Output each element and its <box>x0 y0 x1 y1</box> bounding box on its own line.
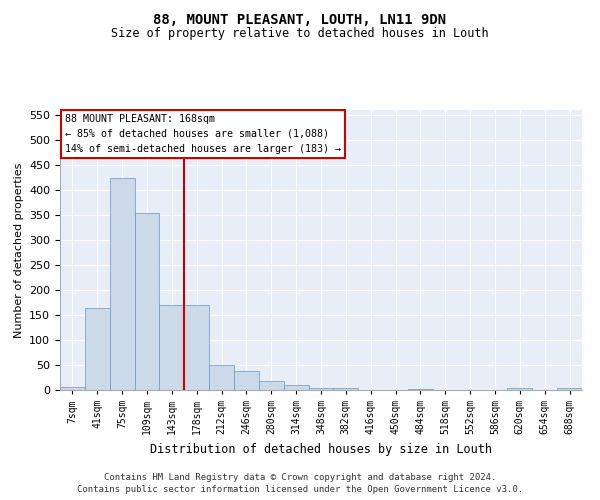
Bar <box>85 308 110 390</box>
Bar <box>60 386 85 390</box>
Bar <box>284 385 308 390</box>
Text: Distribution of detached houses by size in Louth: Distribution of detached houses by size … <box>150 442 492 456</box>
Bar <box>308 388 334 390</box>
Y-axis label: Number of detached properties: Number of detached properties <box>14 162 23 338</box>
Text: 88 MOUNT PLEASANT: 168sqm
← 85% of detached houses are smaller (1,088)
14% of se: 88 MOUNT PLEASANT: 168sqm ← 85% of detac… <box>65 114 341 154</box>
Bar <box>334 388 358 390</box>
Text: Contains HM Land Registry data © Crown copyright and database right 2024.: Contains HM Land Registry data © Crown c… <box>104 472 496 482</box>
Text: Size of property relative to detached houses in Louth: Size of property relative to detached ho… <box>111 28 489 40</box>
Bar <box>134 212 160 390</box>
Bar <box>234 371 259 390</box>
Bar <box>557 388 582 390</box>
Bar <box>110 178 134 390</box>
Bar <box>184 305 209 390</box>
Bar <box>209 365 234 390</box>
Text: Contains public sector information licensed under the Open Government Licence v3: Contains public sector information licen… <box>77 485 523 494</box>
Text: 88, MOUNT PLEASANT, LOUTH, LN11 9DN: 88, MOUNT PLEASANT, LOUTH, LN11 9DN <box>154 12 446 26</box>
Bar <box>508 388 532 390</box>
Bar <box>408 388 433 390</box>
Bar <box>160 305 184 390</box>
Bar <box>259 381 284 390</box>
